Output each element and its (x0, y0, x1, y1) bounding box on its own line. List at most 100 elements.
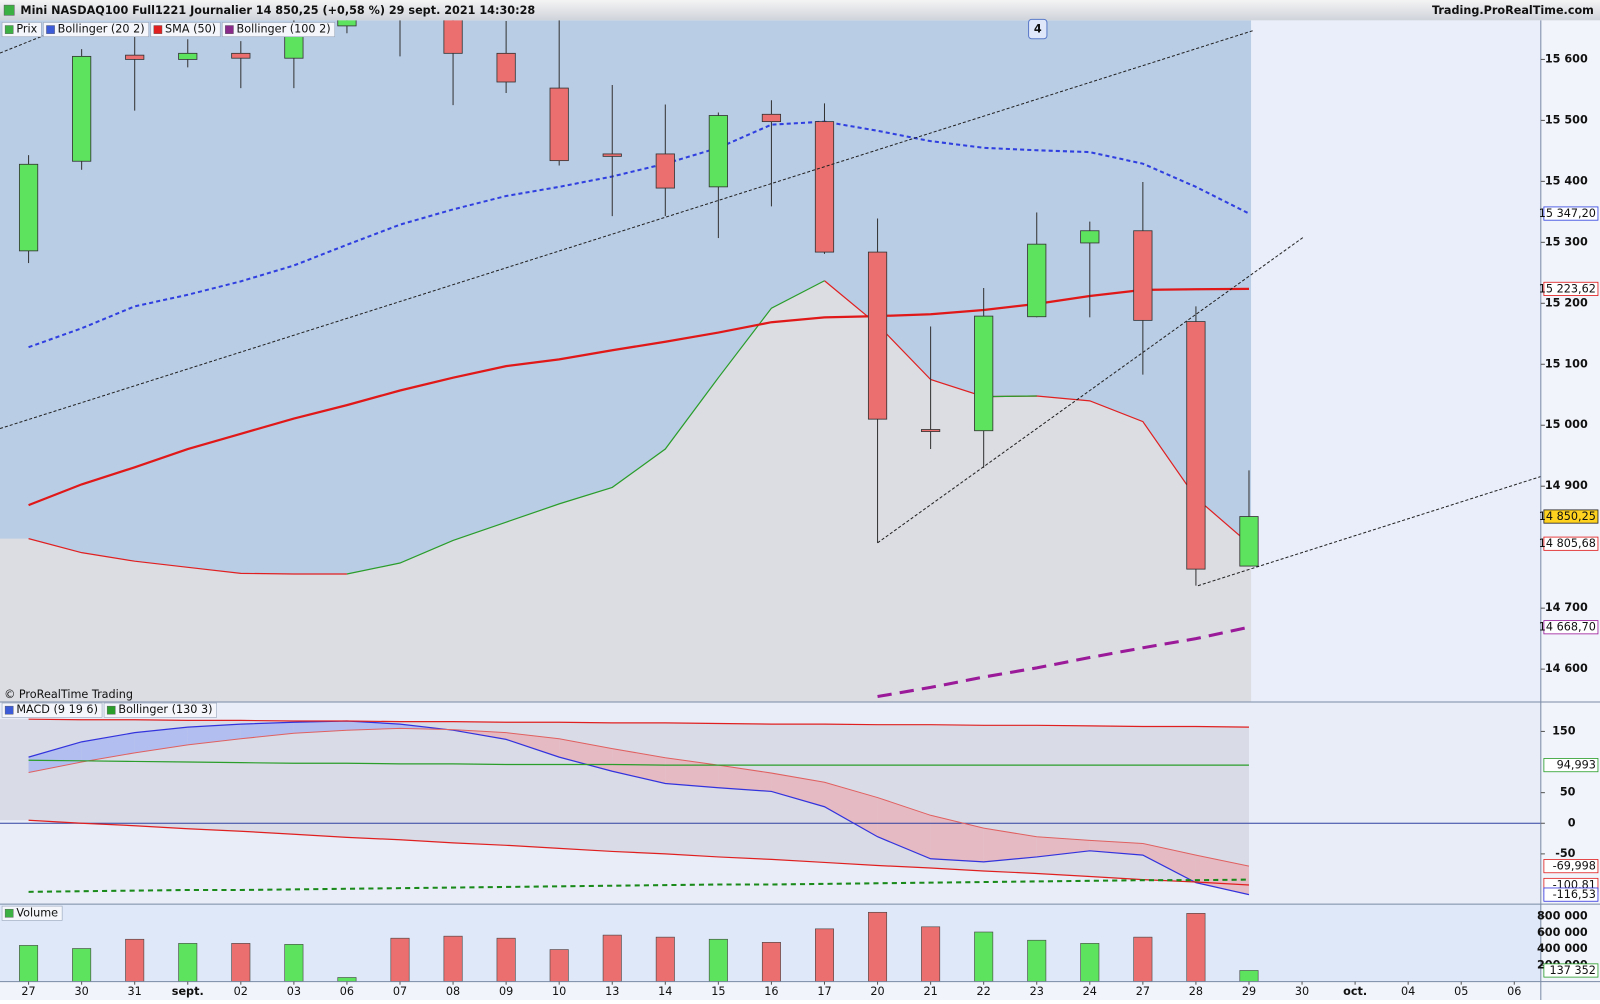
x-axis (0, 981, 1541, 1000)
macd-fill (1142, 843, 1196, 883)
volume-bar (1186, 913, 1206, 982)
indicator-line (28, 280, 1250, 575)
legend-label: Prix (16, 23, 37, 36)
volume-bar (19, 945, 39, 982)
last-value-box (1543, 509, 1599, 524)
candle-body (496, 52, 516, 83)
volume-bar (1080, 943, 1100, 982)
annotation-box[interactable] (1028, 18, 1048, 40)
last-value-box (1543, 887, 1599, 902)
indicator-line (28, 878, 1249, 893)
y-tick-label: 15 100 (1545, 357, 1588, 370)
volume-bar (761, 942, 781, 982)
indicator-line (28, 819, 1250, 886)
x-tick-label: 22 (977, 985, 991, 998)
x-tick-label: oct. (1343, 985, 1367, 998)
volume-bar (178, 943, 198, 982)
y-tick-label: 15 000 (1545, 418, 1588, 431)
volume-bar (125, 938, 145, 982)
legend-box (1, 702, 103, 718)
candle-body (18, 163, 39, 252)
x-tick-label: 06 (1507, 985, 1521, 998)
candle-body (602, 153, 622, 157)
last-value-label: 14 805,68 (1539, 537, 1596, 550)
volume-bar (1027, 939, 1047, 982)
volume-bar (284, 944, 304, 982)
candle-body (814, 121, 835, 253)
y-tick-label: -50 (1555, 847, 1575, 860)
legend-label: Bollinger (20 2) (58, 23, 145, 36)
last-value-label: 94,993 (1557, 759, 1596, 772)
volume-bar (815, 928, 834, 982)
last-value-box (1543, 536, 1599, 551)
x-tick-label: 27 (1136, 985, 1150, 998)
candle-body (337, 20, 357, 27)
y-tick-label: 14 700 (1545, 601, 1588, 614)
last-value-box (1543, 859, 1599, 874)
legend-label: SMA (50) (165, 23, 216, 36)
x-tick-label: 31 (128, 985, 142, 998)
legend-box (221, 22, 336, 38)
y-tick-label: 15 200 (1545, 296, 1588, 309)
candle-body (761, 113, 782, 123)
x-tick-label: 29 (1242, 985, 1256, 998)
macd-fill (28, 741, 82, 773)
macd-fill (559, 738, 613, 772)
legend-box (1, 905, 63, 921)
candle-body (549, 87, 569, 162)
band-fill (0, 280, 1252, 703)
x-tick-label: 30 (74, 985, 88, 998)
volume-bar (231, 943, 251, 982)
x-tick-label: 27 (21, 985, 35, 998)
x-tick-label: 15 (711, 985, 725, 998)
trend-lines (0, 28, 1541, 587)
legend-icon (4, 25, 14, 34)
x-tick-label: 24 (1083, 985, 1097, 998)
x-tick-label: 07 (393, 985, 407, 998)
candle-body (1133, 230, 1153, 321)
macd-fill (718, 765, 772, 792)
candle-body (867, 251, 888, 420)
last-value-box (1543, 758, 1599, 773)
y-tick-label: 15 500 (1545, 113, 1588, 126)
last-value-label: 14 850,25 (1539, 510, 1596, 523)
legend-icon (225, 25, 234, 34)
candle-body (1186, 321, 1206, 570)
x-tick-label: 03 (287, 985, 301, 998)
indicator-line (28, 718, 1249, 728)
candle-body (443, 20, 463, 54)
y-tick-label: 0 (1568, 816, 1576, 829)
x-tick-label: 14 (658, 985, 672, 998)
y-tick-label: 50 (1560, 786, 1576, 799)
y-tick-label: 14 600 (1545, 662, 1588, 675)
last-value-box (1543, 281, 1599, 296)
chart-title: Mini NASDAQ100 Full1221 Journalier 14 85… (20, 4, 535, 17)
legend-icon (4, 705, 14, 715)
trend-line (877, 236, 1305, 544)
last-value-box (1543, 206, 1599, 221)
annotation[interactable]: 4 (1034, 23, 1042, 36)
candle-body (921, 429, 941, 432)
x-tick-label: 04 (1401, 985, 1415, 998)
last-value-label: -116,53 (1553, 888, 1596, 901)
x-tick-label: 10 (552, 985, 566, 998)
legend-icon (4, 908, 14, 918)
candle-body (655, 153, 675, 189)
legend-icon (46, 25, 55, 34)
indicator-line (28, 720, 1250, 896)
volume-bar (1239, 970, 1259, 982)
legend-label: Bollinger (130 3) (118, 703, 212, 716)
macd-fill (240, 722, 294, 739)
volume-bar (337, 977, 357, 982)
x-tick-label: sept. (172, 985, 204, 998)
macd-fill (506, 732, 560, 758)
legend-icon (106, 705, 116, 715)
volume-bar (1133, 936, 1153, 982)
indicator-line (28, 759, 1249, 766)
macd-fill (930, 815, 984, 862)
x-tick-label: 20 (870, 985, 884, 998)
candle-body (178, 52, 198, 60)
legend-icon (153, 25, 163, 34)
x-tick-label: 16 (764, 985, 778, 998)
